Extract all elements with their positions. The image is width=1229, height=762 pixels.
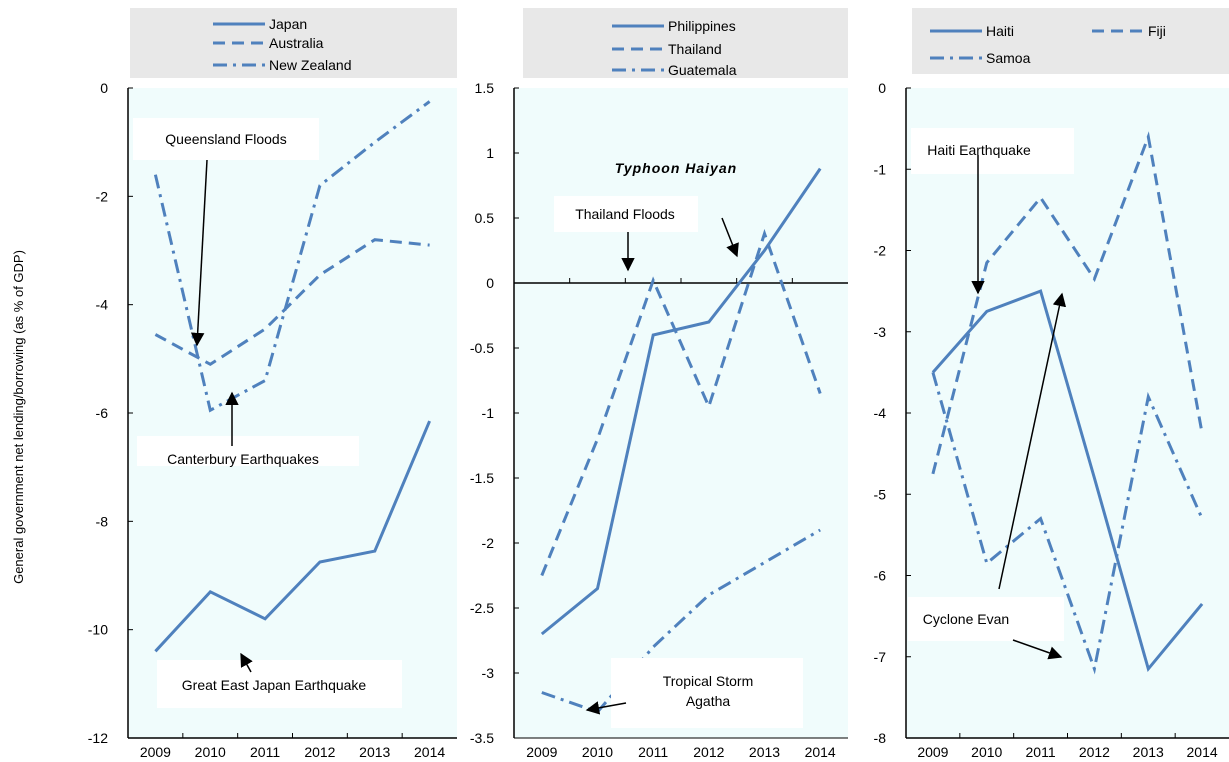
annotation-arrow <box>585 701 627 715</box>
annotation-arrow <box>190 159 208 347</box>
x-tick-label: 2011 <box>638 744 668 760</box>
annotation-label: Tropical Storm <box>663 673 754 689</box>
y-tick-label: 0 <box>100 80 108 96</box>
series-line-philippines <box>540 167 822 636</box>
legend-label-fiji: Fiji <box>1148 23 1166 39</box>
y-tick-label: 0 <box>486 275 494 291</box>
legend-label-australia: Australia <box>269 35 324 51</box>
legend-label-thailand: Thailand <box>668 41 722 57</box>
annotation-arrow <box>998 292 1067 590</box>
plot-area <box>128 88 457 738</box>
x-tick-label: 2010 <box>971 744 1002 760</box>
y-tick-label: -10 <box>88 622 108 638</box>
y-tick-label: -3.5 <box>470 730 494 746</box>
x-tick-label: 2014 <box>1187 744 1218 760</box>
annotation-label: Queensland Floods <box>165 131 286 147</box>
annotations-panel-1: Queensland Floods Canterbury Earthquakes G… <box>133 118 402 708</box>
annotation-arrow <box>1012 639 1063 660</box>
x-tick-label: 2010 <box>582 744 613 760</box>
y-tick-label: 0 <box>878 80 886 96</box>
y-tick-label: 1.5 <box>475 80 495 96</box>
annotation-label: Thailand Floods <box>575 206 675 222</box>
x-tick-label: 2014 <box>414 744 445 760</box>
annotations-panel-2: Typhoon Haiyan Thailand Floods Tropical St… <box>554 160 803 728</box>
series-line-fiji <box>931 131 1204 475</box>
y-tick-label: 1 <box>486 145 494 161</box>
series-line-samoa <box>931 371 1204 675</box>
y-tick-label: -2.5 <box>470 600 494 616</box>
legend-box <box>523 8 848 78</box>
annotation-box <box>554 196 698 232</box>
legend-label-philippines: Philippines <box>668 18 736 34</box>
x-tick-label: 2011 <box>250 744 280 760</box>
plot-area <box>514 88 848 738</box>
legend-box <box>912 8 1229 74</box>
annotation-box <box>137 436 359 466</box>
legend-label-new-zealand: New Zealand <box>269 57 352 73</box>
y-tick-label: -3 <box>874 324 887 340</box>
legend-label-samoa: Samoa <box>986 50 1031 66</box>
x-tick-label: 2009 <box>526 744 557 760</box>
annotation-box <box>611 658 803 728</box>
x-tick-label: 2012 <box>1079 744 1110 760</box>
annotation-label: Cyclone Evan <box>923 611 1009 627</box>
annotation-label: Great East Japan Earthquake <box>182 677 367 693</box>
y-tick-label: -4 <box>96 297 109 313</box>
y-tick-label: -1 <box>482 405 495 421</box>
y-tick-label: -8 <box>96 513 109 529</box>
legend-label-guatemala: Guatemala <box>668 62 737 78</box>
annotation-box <box>157 660 402 708</box>
y-tick-label: -2 <box>482 535 495 551</box>
y-tick-label: -1 <box>874 161 887 177</box>
panel-3: Haiti Fiji Samoa 0 -1 -2 -3 -4 -5 -6 -7 -8 2009 2010 2… <box>874 8 1229 760</box>
x-tick-label: 2013 <box>749 744 780 760</box>
annotation-box <box>133 118 319 160</box>
annotation-box <box>908 597 1064 641</box>
y-tick-label: -6 <box>96 405 109 421</box>
series-line-haiti <box>931 289 1204 673</box>
x-tick-label: 2009 <box>917 744 948 760</box>
annotation-label: Haiti Earthquake <box>927 142 1031 158</box>
x-tick-label: 2013 <box>359 744 390 760</box>
y-tick-label: -1.5 <box>470 470 494 486</box>
x-tick-label: 2010 <box>195 744 226 760</box>
y-tick-label: -6 <box>874 568 887 584</box>
y-tick-label: -7 <box>874 649 887 665</box>
annotation-arrow <box>240 652 253 673</box>
y-tick-label: -8 <box>874 730 887 746</box>
y-tick-label: -2 <box>874 243 887 259</box>
x-tick-label: 2011 <box>1026 744 1056 760</box>
annotation-arrow <box>721 217 739 258</box>
x-tick-label: 2012 <box>693 744 724 760</box>
annotation-label: Canterbury Earthquakes <box>167 451 319 467</box>
x-tick-label: 2014 <box>805 744 836 760</box>
series-line-new-zealand <box>153 100 431 413</box>
annotation-label: Typhoon Haiyan <box>615 160 737 176</box>
panel-2: Philippines Thailand Guatemala 1.5 1 0.5 0 -0.5… <box>470 8 848 760</box>
annotation-label: Agatha <box>686 693 731 709</box>
y-tick-label: -4 <box>874 405 887 421</box>
series-line-japan <box>154 420 431 653</box>
x-tick-label: 2013 <box>1133 744 1164 760</box>
y-tick-label: -5 <box>874 486 887 502</box>
annotations-panel-3: Haiti Earthquake Cyclone Evan <box>908 128 1074 660</box>
series-line-thailand <box>540 228 822 577</box>
y-tick-label: -2 <box>96 188 109 204</box>
legend-label-haiti: Haiti <box>986 23 1014 39</box>
y-tick-label: 0.5 <box>475 210 495 226</box>
y-tick-label: -0.5 <box>470 340 494 356</box>
panel-1: Japan Australia New Zealand 0 -2 -4 -6 -8 -10 -12… <box>88 8 457 760</box>
annotation-box <box>911 128 1074 174</box>
legend-box <box>130 8 457 78</box>
x-tick-label: 2012 <box>304 744 335 760</box>
y-tick-label: -12 <box>88 730 108 746</box>
x-tick-label: 2009 <box>140 744 171 760</box>
y-tick-label: -3 <box>482 665 495 681</box>
y-axis-label: General government net lending/borrowing… <box>11 250 26 584</box>
legend-label-japan: Japan <box>269 16 307 32</box>
